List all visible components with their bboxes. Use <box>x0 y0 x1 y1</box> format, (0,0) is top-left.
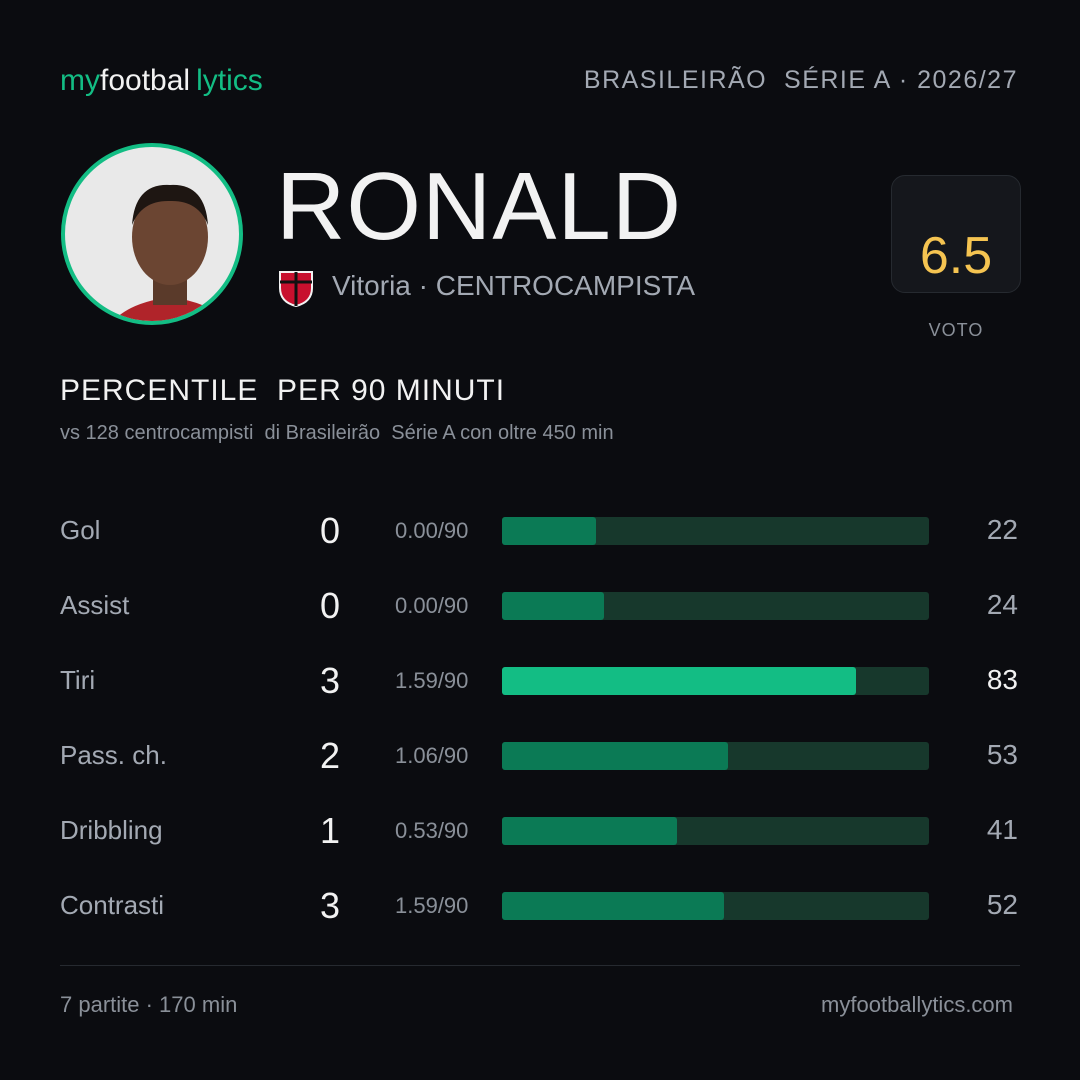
stat-percentile: 24 <box>986 589 1018 620</box>
stat-percentile: 22 <box>986 514 1018 545</box>
stat-value: 3 <box>319 660 341 701</box>
bar-track <box>502 517 929 545</box>
stat-per90: 0.00/90 <box>395 518 469 543</box>
stat-label: Dribbling <box>60 815 163 845</box>
stat-percentile: 53 <box>986 739 1018 770</box>
club-badge <box>279 271 313 308</box>
bar-track <box>502 892 929 920</box>
brand-part: footbal <box>100 64 191 97</box>
stat-label: Gol <box>60 515 101 545</box>
stat-percentile: 52 <box>986 889 1018 920</box>
percentile-bar <box>502 592 605 620</box>
player-photo <box>61 143 243 325</box>
rating-box: 6.5 VOTO <box>891 175 1021 340</box>
percentile-bar <box>502 817 678 845</box>
competition: BRASILEIRÃO SÉRIE A · 2026/27 <box>583 66 1018 94</box>
bar-track <box>502 742 929 770</box>
section-subtitle: vs 128 centrocampisti di Brasileirão Sér… <box>60 422 614 444</box>
stat-label: Pass. ch. <box>60 740 167 770</box>
rating-label: VOTO <box>928 320 984 340</box>
bar-track <box>502 592 929 620</box>
photo-illustration <box>112 184 227 321</box>
team-line: Vitoria · CENTROCAMPISTA <box>332 270 695 302</box>
bar-track <box>502 667 929 695</box>
stat-label: Assist <box>60 590 130 620</box>
stat-value: 3 <box>319 885 341 926</box>
percentile-bar <box>502 892 725 920</box>
team: Vitoria <box>332 270 411 301</box>
stat-per90: 0.53/90 <box>395 818 469 843</box>
rating-value: 6.5 <box>919 227 993 285</box>
footer-site: myfootballytics.com <box>821 992 1013 1017</box>
stat-per90: 1.59/90 <box>395 668 469 693</box>
bar-track <box>502 817 929 845</box>
player-name: RONALD <box>276 153 683 260</box>
brand-part: lytics <box>196 64 263 97</box>
percentile-bar <box>502 667 857 695</box>
stat-value: 0 <box>319 585 341 626</box>
brand: myfootbal lytics <box>60 64 263 98</box>
stat-per90: 0.00/90 <box>395 593 469 618</box>
footer-summary: 7 partite · 170 min <box>60 992 238 1017</box>
stat-value: 2 <box>319 735 341 776</box>
stat-label: Tiri <box>60 665 96 695</box>
stat-percentile: 83 <box>986 664 1018 695</box>
stat-per90: 1.06/90 <box>395 743 469 768</box>
percentile-bar <box>502 742 729 770</box>
section-title: PERCENTILE PER 90 MINUTI <box>60 374 506 407</box>
role: · CENTROCAMPISTA <box>418 270 696 301</box>
divider <box>60 965 1020 966</box>
stat-per90: 1.59/90 <box>395 893 469 918</box>
stat-value: 1 <box>319 810 341 851</box>
percentile-bar <box>502 517 596 545</box>
stat-label: Contrasti <box>60 890 165 920</box>
stat-value: 0 <box>319 510 341 551</box>
stat-percentile: 41 <box>986 814 1018 845</box>
brand-part: my <box>60 64 100 97</box>
